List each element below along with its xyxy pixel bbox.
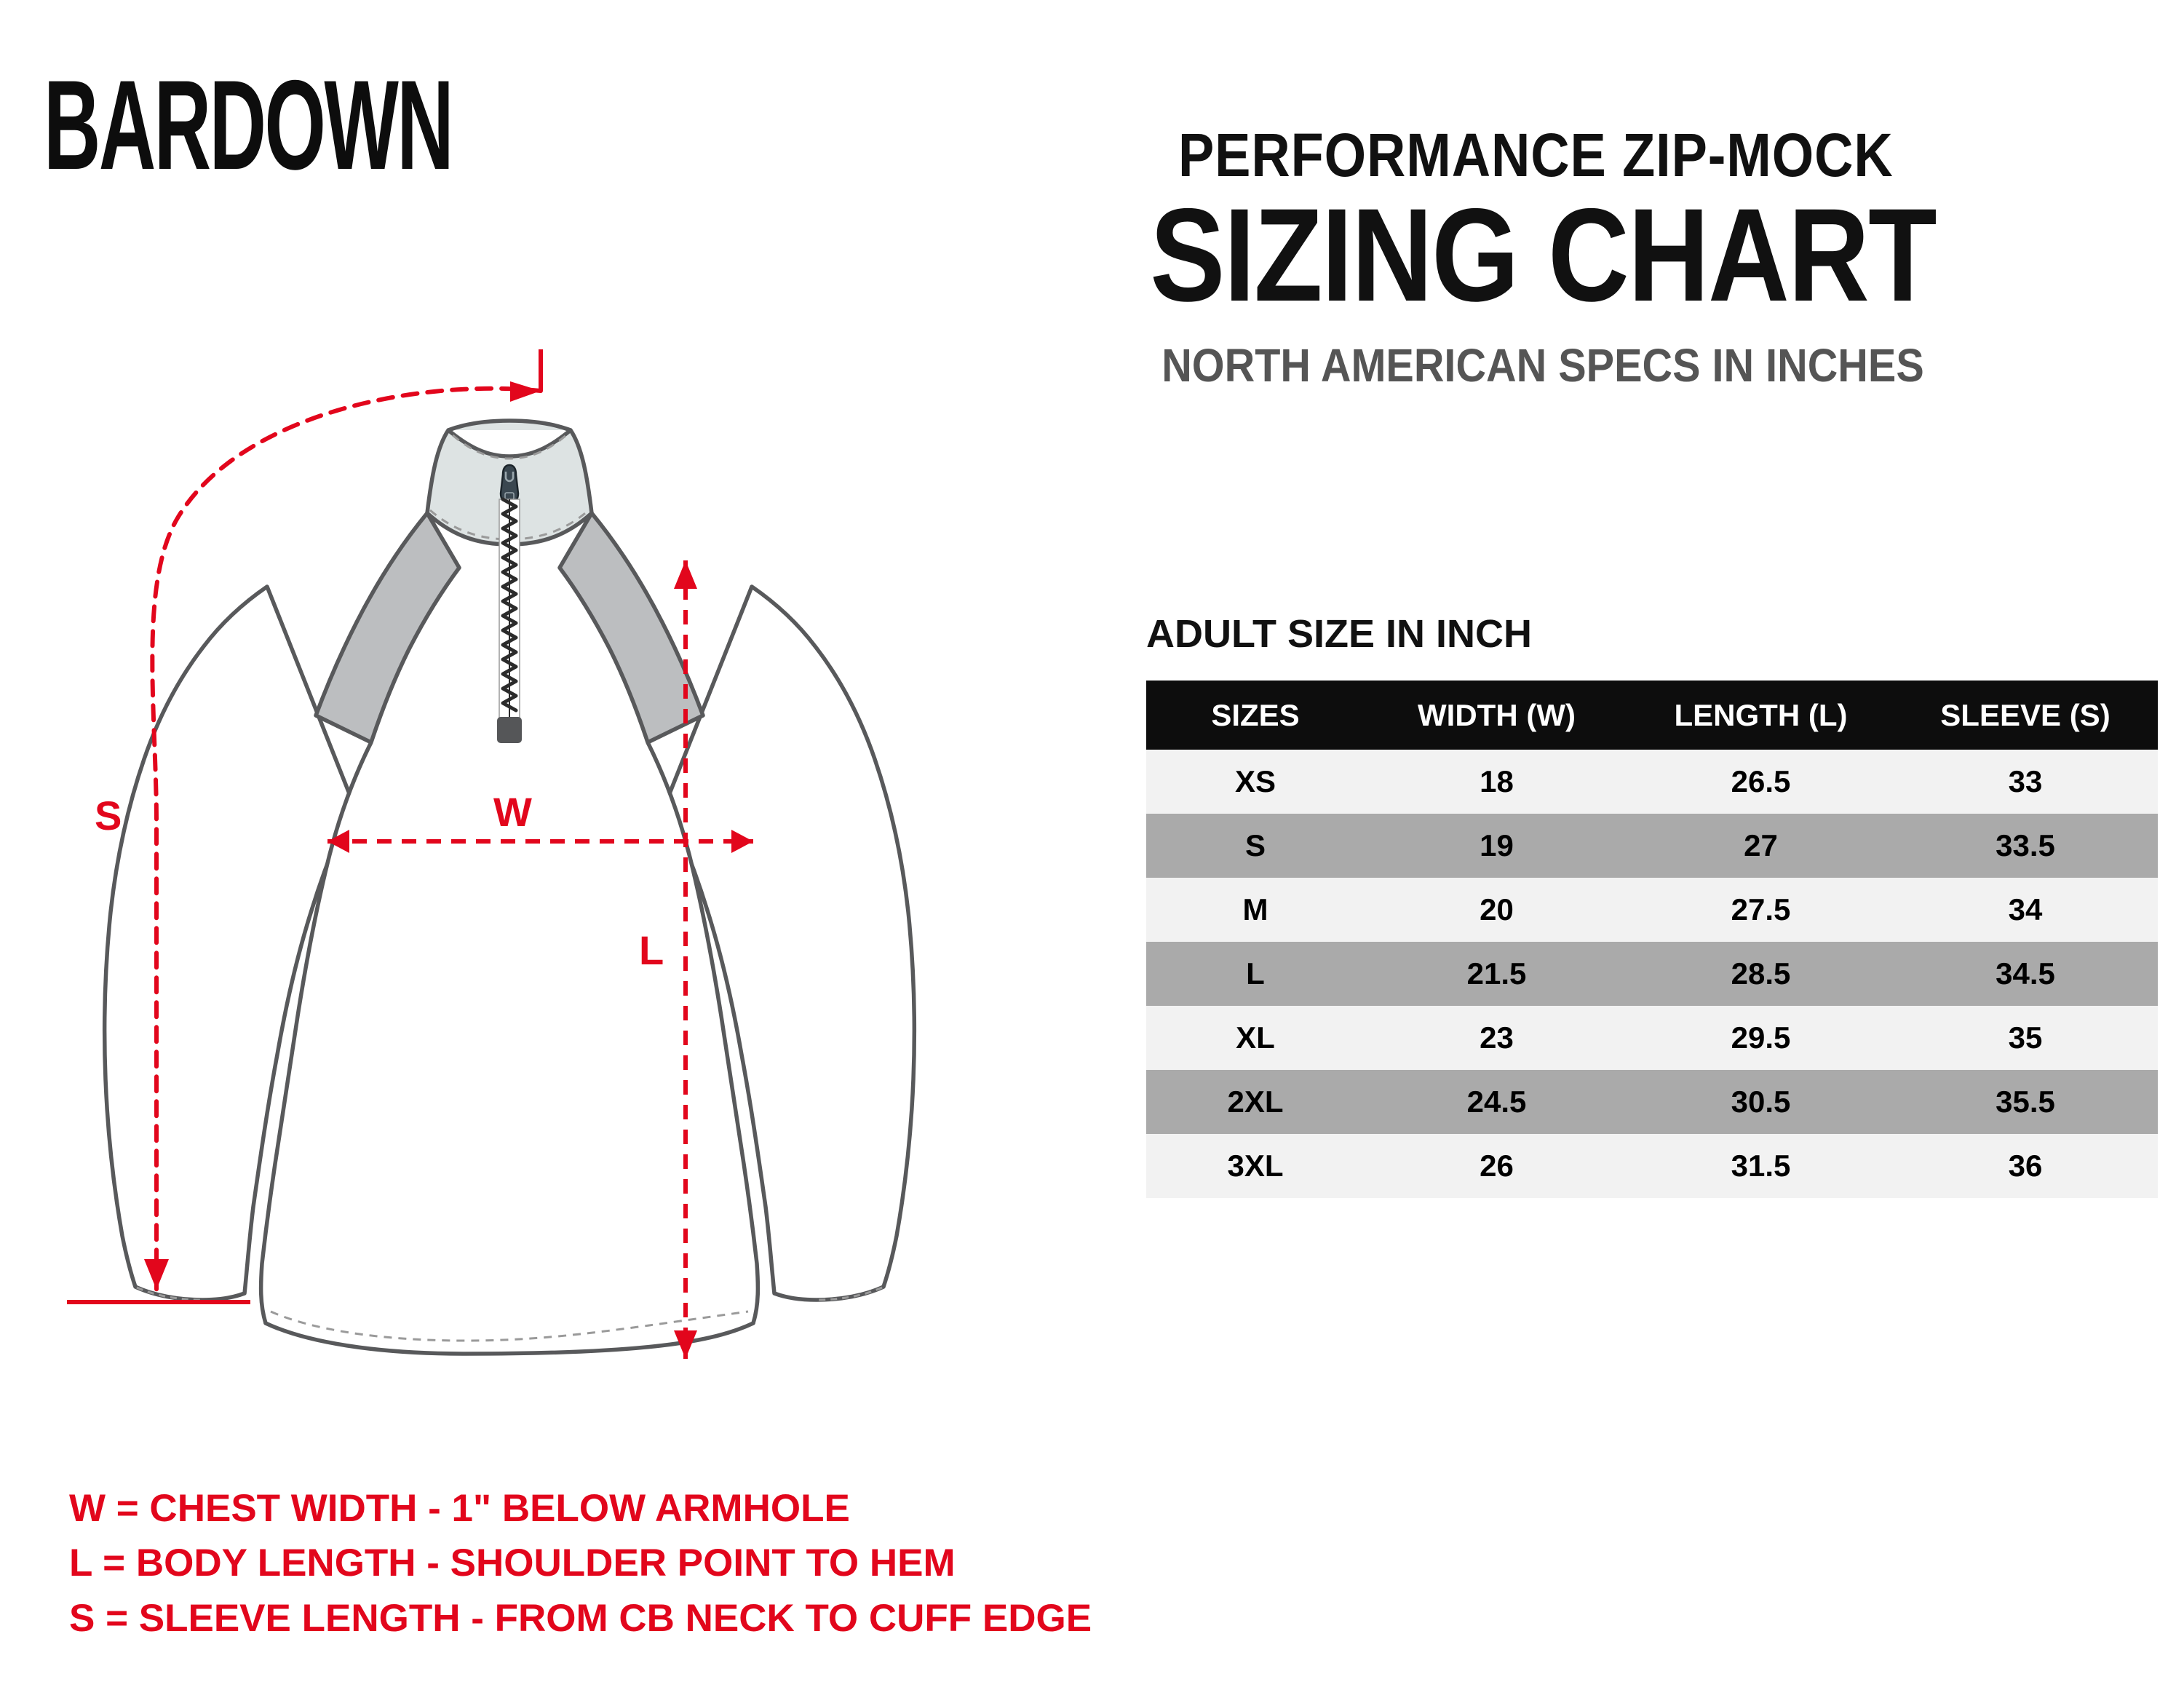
svg-text:W: W — [493, 789, 532, 835]
svg-text:L: L — [639, 927, 664, 973]
svg-text:S: S — [95, 793, 122, 838]
